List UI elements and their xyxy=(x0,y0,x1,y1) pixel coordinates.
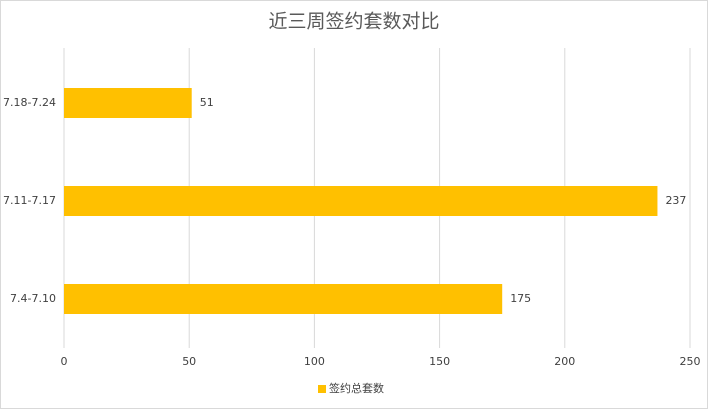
x-tick-label: 150 xyxy=(429,355,450,368)
chart-title: 近三周签约套数对比 xyxy=(268,11,439,33)
legend-label: 签约总套数 xyxy=(329,381,384,395)
bar xyxy=(64,186,658,216)
data-label: 51 xyxy=(200,96,214,109)
bar xyxy=(64,284,503,314)
x-tick-label: 50 xyxy=(182,355,196,368)
legend-swatch xyxy=(318,385,326,393)
x-tick-label: 100 xyxy=(304,355,325,368)
bar xyxy=(64,88,192,118)
y-tick-label: 7.18-7.24 xyxy=(3,96,56,109)
x-tick-label: 200 xyxy=(554,355,575,368)
y-tick-label: 7.4-7.10 xyxy=(10,292,56,305)
x-tick-label: 250 xyxy=(680,355,701,368)
y-tick-label: 7.11-7.17 xyxy=(3,194,56,207)
data-label: 237 xyxy=(665,194,686,207)
data-label: 175 xyxy=(510,292,531,305)
x-tick-label: 0 xyxy=(61,355,68,368)
